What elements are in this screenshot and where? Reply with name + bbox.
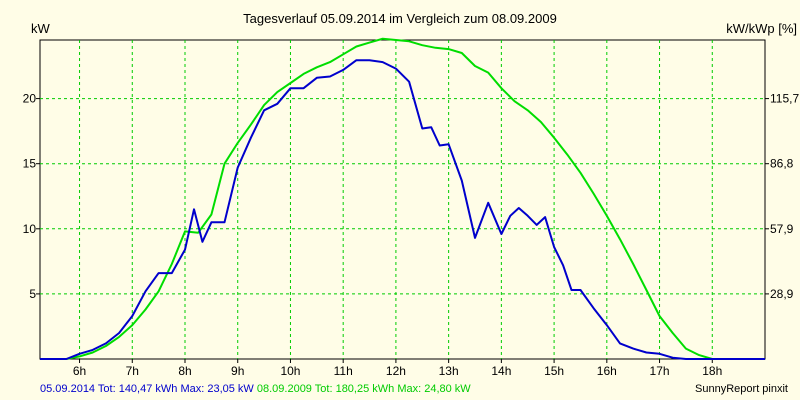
- x-tick-label: 9h: [231, 364, 244, 378]
- y-tick-label-right: 115,7: [770, 92, 799, 106]
- x-tick-label: 18h: [702, 364, 722, 378]
- series-lines: [40, 37, 765, 360]
- y-tick-label-left: 5: [29, 287, 36, 301]
- x-tick-label: 11h: [334, 364, 353, 378]
- plot-area: [39, 39, 766, 360]
- grid-lines: [40, 40, 765, 359]
- y-tick-label-left: 20: [23, 92, 37, 106]
- x-tick-label: 7h: [126, 364, 139, 378]
- series-line-08.09.2009: [40, 37, 765, 360]
- y-tick-label-left: 15: [23, 157, 37, 171]
- x-tick-label: 6h: [73, 364, 86, 378]
- x-tick-label: 10h: [280, 364, 300, 378]
- x-tick-label: 13h: [439, 364, 459, 378]
- x-tick-label: 8h: [178, 364, 191, 378]
- y-tick-label-right: 57,9: [770, 222, 794, 236]
- x-tick-label: 14h: [491, 364, 511, 378]
- footer-summary-2014: 05.09.2014 Tot: 140,47 kWh Max: 23,05 kW: [40, 383, 254, 395]
- chart-title: Tagesverlauf 05.09.2014 im Vergleich zum…: [243, 11, 557, 26]
- y-tick-label-left: 10: [23, 222, 37, 236]
- series-line-05.09.2014: [40, 59, 765, 360]
- y-axis-right-label: kW/kWp [%]: [726, 21, 797, 36]
- footer-summary: 05.09.2014 Tot: 140,47 kWh Max: 23,05 kW…: [40, 383, 471, 395]
- axis-ticks: 6h 7h 8h 9h 10h 11h 12h 13h 14h 15h 16h 17h 18h 5 28,9…: [23, 92, 800, 378]
- y-tick-label-right: 86,8: [770, 157, 794, 171]
- y-axis-left-label: kW: [31, 21, 51, 36]
- x-tick-label: 17h: [650, 364, 670, 378]
- y-tick-label-right: 28,9: [770, 287, 794, 301]
- x-tick-label: 15h: [544, 364, 564, 378]
- x-tick-label: 12h: [386, 364, 406, 378]
- credit-text: SunnyReport pinxit: [695, 383, 788, 395]
- footer-summary-2009: 08.09.2009 Tot: 180,25 kWh Max: 24,80 kW: [256, 383, 471, 395]
- x-tick-label: 16h: [597, 364, 617, 378]
